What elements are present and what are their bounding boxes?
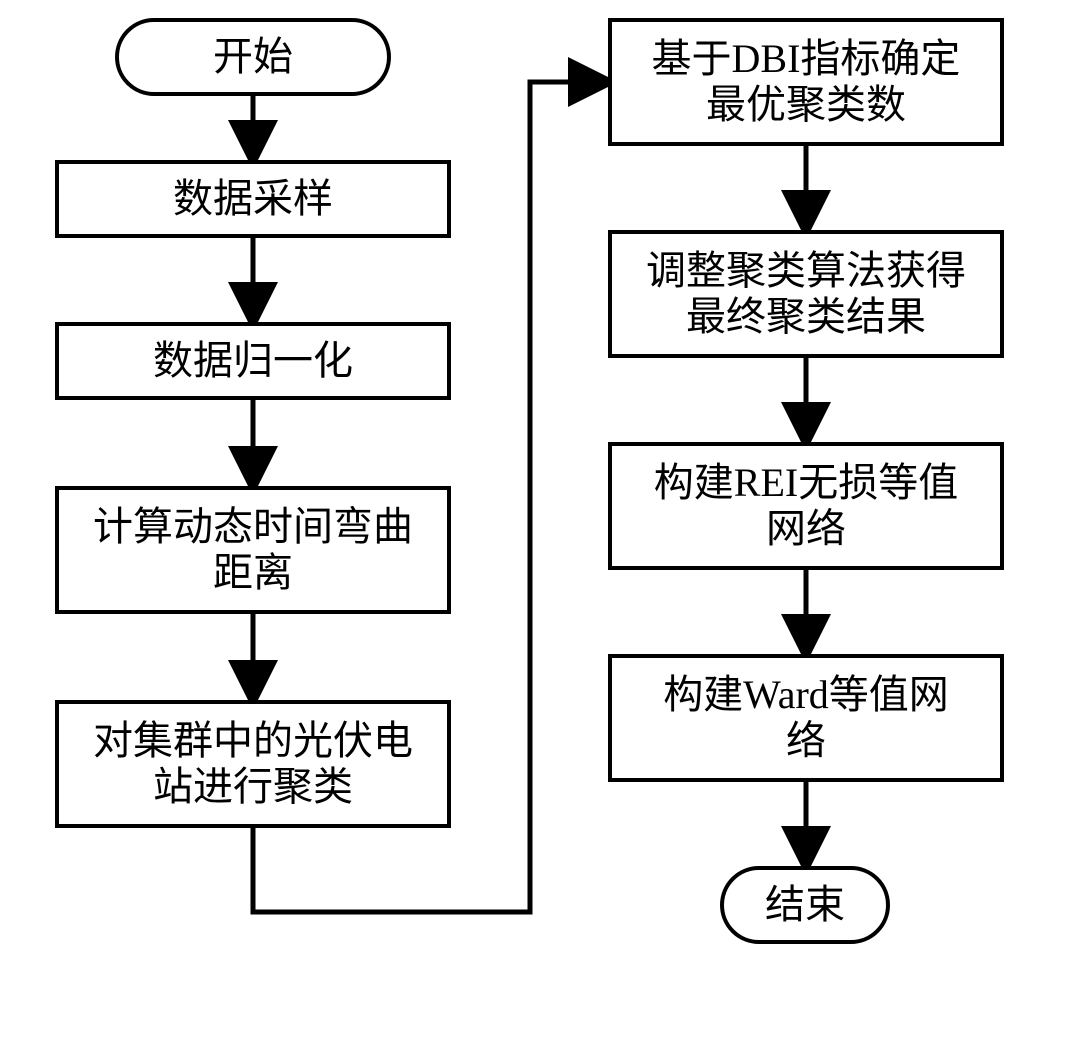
start-label: 开始: [213, 34, 293, 80]
n6-label: 调整聚类算法获得 最终聚类结果: [646, 248, 966, 340]
n2-label: 数据归一化: [153, 338, 353, 384]
process-normalization: 数据归一化: [55, 322, 451, 400]
process-ward-network: 构建Ward等值网 络: [608, 654, 1004, 782]
end-node: 结束: [720, 866, 890, 944]
start-node: 开始: [115, 18, 391, 96]
n4-label: 对集群中的光伏电 站进行聚类: [93, 718, 413, 810]
process-cluster-pv: 对集群中的光伏电 站进行聚类: [55, 700, 451, 828]
process-dtw-distance: 计算动态时间弯曲 距离: [55, 486, 451, 614]
process-adjust-clustering: 调整聚类算法获得 最终聚类结果: [608, 230, 1004, 358]
n8-label: 构建Ward等值网 络: [663, 672, 949, 764]
flowchart-container: 开始 数据采样 数据归一化 计算动态时间弯曲 距离 对集群中的光伏电 站进行聚类…: [0, 0, 1086, 1055]
process-dbi-optimal: 基于DBI指标确定 最优聚类数: [608, 18, 1004, 146]
process-data-sampling: 数据采样: [55, 160, 451, 238]
n5-label: 基于DBI指标确定 最优聚类数: [652, 36, 961, 128]
process-rei-network: 构建REI无损等值 网络: [608, 442, 1004, 570]
n3-label: 计算动态时间弯曲 距离: [93, 504, 413, 596]
n7-label: 构建REI无损等值 网络: [654, 460, 958, 552]
n1-label: 数据采样: [173, 176, 333, 222]
end-label: 结束: [765, 882, 845, 928]
